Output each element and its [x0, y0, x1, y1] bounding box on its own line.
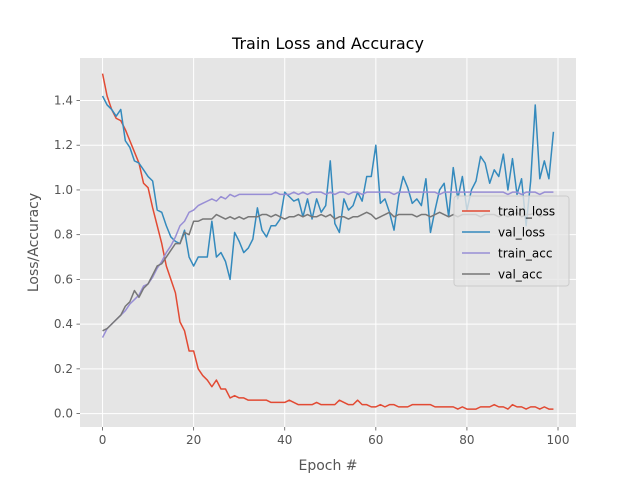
- x-tick-label: 100: [547, 433, 570, 447]
- series-line-train-loss: [101, 73, 554, 410]
- y-tick-label: 1.0: [54, 183, 73, 197]
- y-tick-label: 0.6: [54, 272, 73, 286]
- series-line-train-acc: [101, 191, 554, 338]
- y-tick-label: 1.4: [54, 93, 73, 107]
- legend-label: val_acc: [498, 268, 542, 282]
- x-tick-label: 20: [186, 433, 201, 447]
- x-tick-label: 60: [368, 433, 383, 447]
- legend: train_loss val_loss train_acc val_acc: [453, 195, 570, 287]
- legend-label: train_acc: [498, 247, 552, 261]
- x-axis-label: Epoch #: [298, 458, 357, 474]
- y-axis-label: Loss/Accuracy: [26, 193, 42, 292]
- y-tick-label: 0.2: [54, 362, 73, 376]
- legend-label: train_loss: [498, 205, 555, 219]
- x-tick-label: 0: [99, 433, 107, 447]
- tick-labels: 0 20 40 60 80 100 0.0 0.2 0.4 0.6 0.8 1.0 1.2 1.4: [54, 93, 570, 447]
- x-tick-label: 40: [277, 433, 292, 447]
- x-tick-label: 80: [459, 433, 474, 447]
- series-line-val-loss: [101, 95, 555, 281]
- legend-label: val_loss: [498, 226, 545, 240]
- y-tick-label: 0.0: [54, 407, 73, 421]
- y-tick-label: 1.2: [54, 138, 73, 152]
- y-tick-label: 0.4: [54, 317, 73, 331]
- chart-title: Train Loss and Accuracy: [231, 34, 424, 53]
- legend-box: [453, 195, 570, 287]
- y-tick-label: 0.8: [54, 228, 73, 242]
